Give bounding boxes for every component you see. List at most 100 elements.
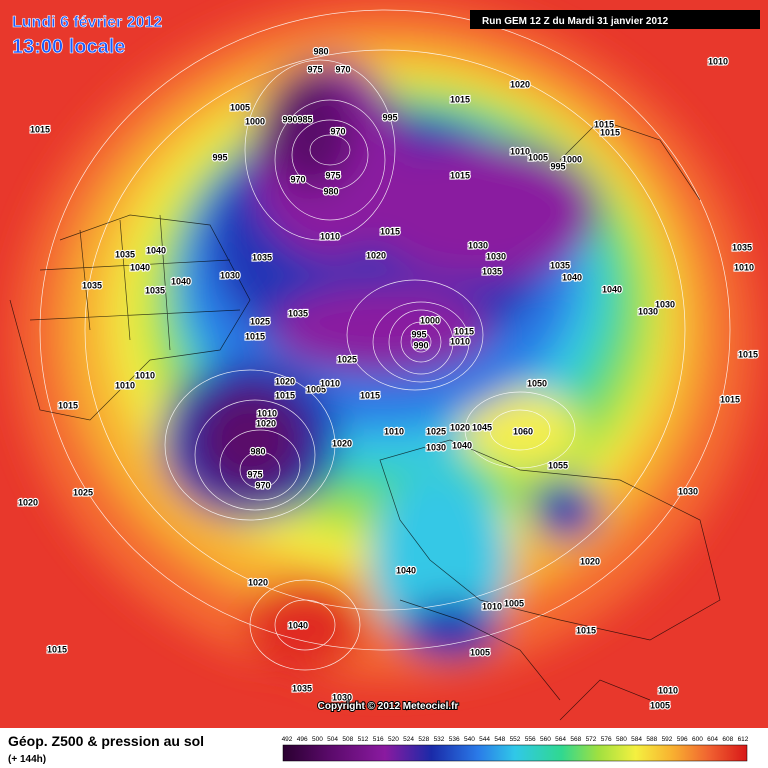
isobar-label: 970 <box>335 64 350 74</box>
isobar-label: 1010 <box>482 601 502 611</box>
isobar-label: 1025 <box>337 354 357 364</box>
isobar-label: 1015 <box>738 349 758 359</box>
scale-label: 580 <box>616 736 627 743</box>
footer-title: Géop. Z500 & pression au sol <box>8 733 204 749</box>
isobar-label: 1030 <box>678 486 698 496</box>
isobar-label: 1010 <box>320 231 340 241</box>
isobar-label: 1020 <box>580 556 600 566</box>
isobar-label: 1040 <box>171 276 191 286</box>
isobar-label: 1015 <box>450 94 470 104</box>
scale-label: 588 <box>646 736 657 743</box>
isobar-label: 1000 <box>562 154 582 164</box>
isobar-label: 1005 <box>650 700 670 710</box>
isobar-label: 1015 <box>380 226 400 236</box>
isobar-label: 1015 <box>47 644 67 654</box>
isobar-label: 1025 <box>73 487 93 497</box>
isobar-label: 1035 <box>482 266 502 276</box>
scale-label: 556 <box>525 736 536 743</box>
run-info: Run GEM 12 Z du Mardi 31 janvier 2012 <box>482 16 669 27</box>
isobar-label: 1030 <box>655 299 675 309</box>
scale-label: 572 <box>586 736 597 743</box>
time-title: 13:00 locale <box>12 36 125 58</box>
scale-label: 608 <box>722 736 733 743</box>
scale-label: 576 <box>601 736 612 743</box>
isobar-label: 1015 <box>576 625 596 635</box>
isobar-label: 1035 <box>288 308 308 318</box>
isobar-label: 1030 <box>638 306 658 316</box>
copyright: Copyright © 2012 Meteociel.fr <box>318 701 459 712</box>
scale-label: 596 <box>677 736 688 743</box>
scale-label: 520 <box>388 736 399 743</box>
isobar-label: 1010 <box>510 146 530 156</box>
isobar-label: 985 <box>297 114 312 124</box>
isobar-label: 1020 <box>248 577 268 587</box>
isobar-label: 1030 <box>220 270 240 280</box>
scale-labels: 492 496 500 504 508 512 516 520 524 528 532 536 540 5… <box>282 736 749 743</box>
scale-label: 500 <box>312 736 323 743</box>
isobar-label: 1035 <box>550 260 570 270</box>
scale-label: 496 <box>297 736 308 743</box>
isobar-label: 980 <box>250 446 265 456</box>
scale-label: 600 <box>692 736 703 743</box>
run-box <box>470 10 760 29</box>
isobar-label: 1015 <box>245 331 265 341</box>
scale-label: 560 <box>540 736 551 743</box>
isobar-label: 975 <box>307 64 322 74</box>
scale-label: 528 <box>418 736 429 743</box>
isobar-label: 1050 <box>527 378 547 388</box>
isobar-label: 1055 <box>548 460 568 470</box>
scale-label: 548 <box>494 736 505 743</box>
isobar-label: 980 <box>313 46 328 56</box>
isobar-label: 1005 <box>230 102 250 112</box>
isobar-label: 970 <box>330 126 345 136</box>
isobar-label: 1010 <box>320 378 340 388</box>
isobar-label: 995 <box>212 152 227 162</box>
isobar-label: 1015 <box>360 390 380 400</box>
isobar-label: 1020 <box>256 418 276 428</box>
scale-label: 612 <box>738 736 749 743</box>
isobar-label: 1015 <box>600 127 620 137</box>
scale-label: 584 <box>631 736 642 743</box>
isobar-label: 1025 <box>250 316 270 326</box>
isobar-label: 1035 <box>145 285 165 295</box>
isobar-label: 1005 <box>306 384 326 394</box>
isobar-label: 1020 <box>18 497 38 507</box>
map-field <box>0 0 768 730</box>
isobar-label: 1015 <box>720 394 740 404</box>
isobar-label: 1035 <box>292 683 312 693</box>
isobar-label: 1015 <box>58 400 78 410</box>
isobar-label: 1030 <box>332 692 352 702</box>
isobar-label: 975 <box>247 469 262 479</box>
isobar-label: 1020 <box>366 250 386 260</box>
isobar-label: 1015 <box>275 390 295 400</box>
isobar-label: 1010 <box>135 370 155 380</box>
isobar-label: 1035 <box>115 249 135 259</box>
isobar-label: 1035 <box>82 280 102 290</box>
scale-label: 604 <box>707 736 718 743</box>
isobar-label: 1020 <box>275 376 295 386</box>
isobar-label: 970 <box>255 480 270 490</box>
scale-label: 592 <box>662 736 673 743</box>
isobar-label: 1010 <box>708 56 728 66</box>
isobar-label: 1060 <box>513 426 533 436</box>
isobar-label: 990 <box>282 114 297 124</box>
isobar-label: 1020 <box>510 79 530 89</box>
isobar-label: 1000 <box>245 116 265 126</box>
isobar-label: 1015 <box>454 326 474 336</box>
isobar-label: 995 <box>550 161 565 171</box>
isobar-label: 1040 <box>452 440 472 450</box>
scale-label: 536 <box>449 736 460 743</box>
isobar-label: 1030 <box>486 251 506 261</box>
isobar-label: 1040 <box>562 272 582 282</box>
isobar-label: 1010 <box>450 336 470 346</box>
isobar-label: 1045 <box>472 422 492 432</box>
isobar-label: 1000 <box>420 315 440 325</box>
scale-label: 512 <box>358 736 369 743</box>
isobar-label: 1035 <box>732 242 752 252</box>
isobar-label: 1040 <box>146 245 166 255</box>
scale-label: 532 <box>434 736 445 743</box>
isobar-label: 1040 <box>396 565 416 575</box>
isobar-label: 1010 <box>658 685 678 695</box>
isobar-label: 975 <box>325 170 340 180</box>
